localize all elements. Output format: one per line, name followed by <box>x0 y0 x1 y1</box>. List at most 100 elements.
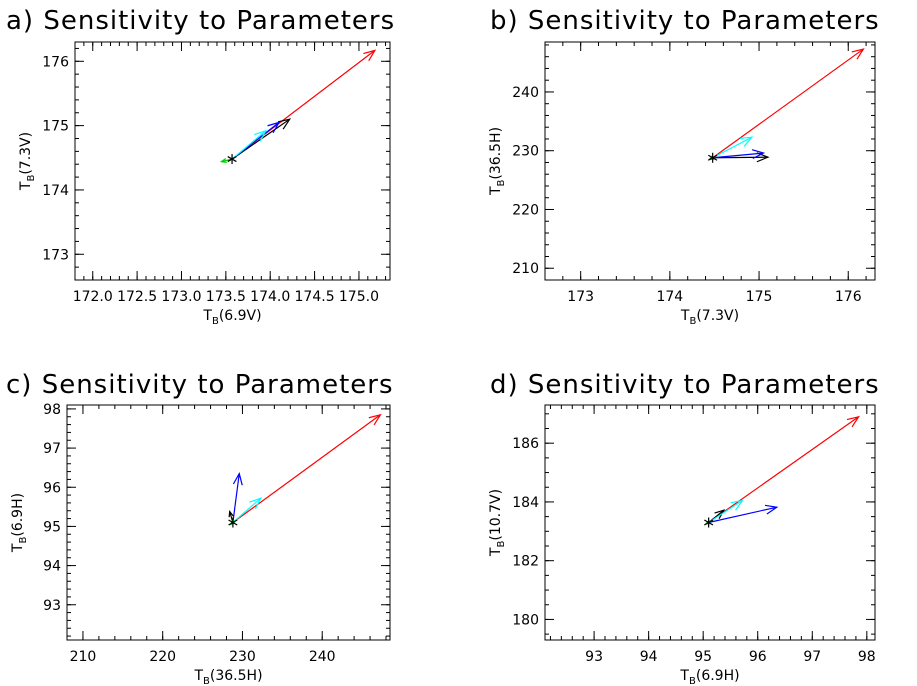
y-axis-label-rest: (10.7V) <box>488 489 504 541</box>
x-tick-label: 97 <box>803 649 821 665</box>
y-axis-label-c: TB(6.9H) <box>10 493 29 553</box>
plot-frame-c <box>66 404 391 641</box>
x-tick-label: 174.5 <box>295 289 335 305</box>
y-tick-label: 95 <box>43 519 61 535</box>
y-tick-label: 210 <box>512 261 539 277</box>
x-tick-label: 173.0 <box>161 289 201 305</box>
x-tick-label: 93 <box>585 649 603 665</box>
arrow-shaft <box>231 130 267 160</box>
base-point-marker-d <box>704 517 714 528</box>
arrow-head <box>764 504 779 515</box>
y-tick-label: 184 <box>512 495 539 511</box>
y-tick-label: 174 <box>42 183 69 199</box>
base-point-marker-b <box>708 152 718 163</box>
asterisk-stroke <box>708 154 718 161</box>
y-axis-label-sub: B <box>26 175 37 182</box>
chart-title-c: c) Sensitivity to Parameters <box>6 370 394 400</box>
arrow-head <box>846 415 860 428</box>
arrow-head <box>232 471 243 486</box>
x-axis-label-main: T <box>193 668 203 684</box>
x-axis-label-sub: B <box>689 676 696 686</box>
arrow-shaft <box>232 497 262 523</box>
arrow-head <box>228 509 234 518</box>
y-tick-label: 176 <box>42 54 69 70</box>
y-tick-label: 93 <box>43 598 61 614</box>
arrow-shaft <box>708 506 777 524</box>
y-tick-label: 96 <box>43 480 61 496</box>
y-axis-label-rest: (7.3V) <box>18 132 34 175</box>
y-tick-label: 182 <box>512 554 539 570</box>
arrow-shaft <box>712 152 764 159</box>
arrow-a-3 <box>231 129 268 160</box>
x-tick-label: 98 <box>858 649 876 665</box>
asterisk-stroke <box>704 519 714 526</box>
arrow-head <box>739 136 754 147</box>
arrow-c-0 <box>232 413 382 523</box>
x-axis-label-rest: (7.3V) <box>696 308 739 324</box>
arrow-head <box>851 48 865 60</box>
asterisk-stroke <box>228 519 238 526</box>
arrow-d-3 <box>708 499 744 524</box>
chart-title-b: b) Sensitivity to Parameters <box>490 6 880 36</box>
arrow-b-0 <box>712 48 865 159</box>
x-axis-label-b: TB(7.3V) <box>680 308 739 327</box>
chart-title-d: d) Sensitivity to Parameters <box>490 370 880 400</box>
x-axis-label-rest: (6.9H) <box>696 668 740 684</box>
x-tick-label: 175 <box>746 289 773 305</box>
arrow-b-2 <box>712 149 766 160</box>
x-axis-label-main: T <box>680 308 690 324</box>
x-axis-label-d: TB(6.9H) <box>679 668 739 686</box>
base-point-marker-a <box>227 154 237 165</box>
x-tick-label: 174 <box>656 289 683 305</box>
arrow-shaft <box>712 136 753 159</box>
x-axis-label-rest: (36.5H) <box>210 668 263 684</box>
arrow-head <box>267 121 281 134</box>
arrow-d-2 <box>708 504 779 524</box>
y-tick-label: 94 <box>43 559 61 575</box>
y-tick-label: 173 <box>42 247 69 263</box>
arrow-head <box>730 499 744 511</box>
arrow-head <box>714 509 726 520</box>
x-axis-label-c: TB(36.5H) <box>193 668 262 686</box>
y-tick-label: 230 <box>512 144 539 160</box>
x-tick-label: 240 <box>309 649 336 665</box>
x-tick-label: 176 <box>835 289 862 305</box>
y-axis-label-main: T <box>18 181 34 191</box>
y-tick-label: 180 <box>512 612 539 628</box>
plot-frame-a <box>74 41 391 281</box>
y-axis-label-sub: B <box>496 179 507 186</box>
x-tick-label: 173.5 <box>206 289 246 305</box>
x-tick-label: 174.0 <box>250 289 290 305</box>
arrow-shaft <box>708 499 743 524</box>
y-tick-label: 186 <box>512 436 539 452</box>
x-tick-label: 172.0 <box>73 289 113 305</box>
arrow-head <box>363 49 377 61</box>
x-axis-label-sub: B <box>203 676 210 686</box>
x-tick-label: 210 <box>70 649 97 665</box>
y-tick-label: 175 <box>42 119 69 135</box>
x-axis-label-a: TB(6.9V) <box>202 308 261 327</box>
y-axis-label-rest: (36.5H) <box>488 127 504 180</box>
y-axis-label-main: T <box>488 547 504 557</box>
arrow-d-0 <box>708 415 860 523</box>
arrow-shaft <box>708 416 859 523</box>
arrow-shaft <box>232 414 381 523</box>
arrow-head <box>219 157 227 164</box>
arrow-shaft <box>712 156 768 159</box>
x-tick-label: 95 <box>694 649 712 665</box>
x-axis-label-main: T <box>202 308 212 324</box>
arrow-shaft <box>232 473 240 523</box>
arrow-head <box>751 149 766 160</box>
x-tick-label: 96 <box>749 649 767 665</box>
y-axis-label-a: TB(7.3V) <box>18 132 37 191</box>
plot-frame-d <box>544 404 876 641</box>
y-tick-label: 97 <box>43 441 61 457</box>
x-tick-label: 220 <box>149 649 176 665</box>
y-tick-label: 240 <box>512 85 539 101</box>
x-axis-label-main: T <box>679 668 689 684</box>
y-axis-label-sub: B <box>496 541 507 548</box>
plot-d: 93 94 95 96 97 98180182184186TB(6.9H)TB(10.7V… <box>488 404 876 686</box>
y-axis-label-sub: B <box>18 537 29 544</box>
plot-frame-b <box>544 41 876 281</box>
